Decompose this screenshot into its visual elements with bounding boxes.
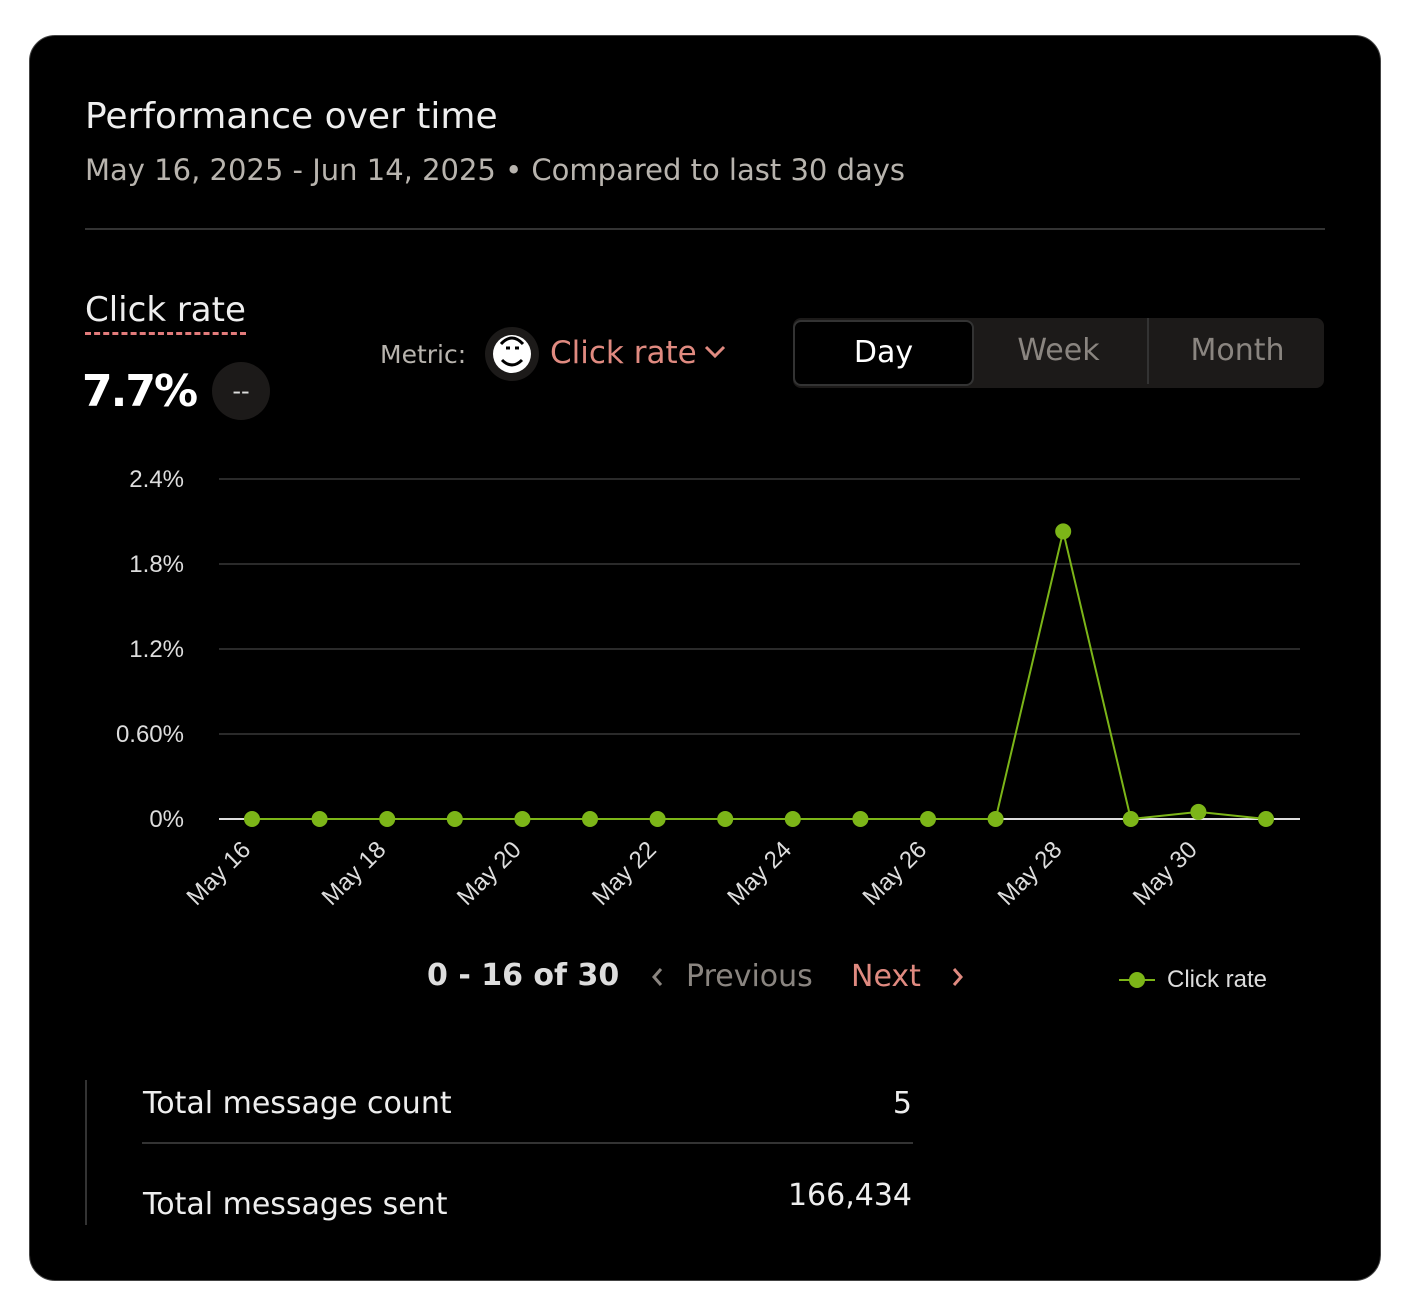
row-value: 5 bbox=[892, 1086, 912, 1121]
x-tick-label: May 30 bbox=[1128, 836, 1203, 911]
next-chevron[interactable] bbox=[949, 965, 965, 989]
dropdown-chevron[interactable] bbox=[703, 344, 727, 360]
divider bbox=[85, 228, 1325, 230]
metric-value: 7.7% bbox=[82, 366, 198, 417]
x-tick-label: May 18 bbox=[317, 836, 392, 911]
toggle-option[interactable]: Day bbox=[793, 320, 974, 386]
data-point bbox=[987, 811, 1004, 827]
next-button[interactable]: Next bbox=[851, 959, 921, 994]
x-tick-label: May 22 bbox=[587, 836, 662, 911]
data-point bbox=[920, 811, 936, 827]
x-tick-label: May 24 bbox=[722, 836, 797, 911]
data-point bbox=[1190, 803, 1207, 820]
data-point bbox=[1122, 811, 1139, 827]
data-point bbox=[717, 811, 734, 827]
legend-marker bbox=[1129, 972, 1145, 988]
x-tick-label: May 26 bbox=[857, 836, 932, 911]
data-point bbox=[784, 811, 801, 827]
x-tick-label: May 28 bbox=[993, 836, 1068, 911]
x-tick-label: May 16 bbox=[181, 836, 256, 911]
row-divider bbox=[142, 1142, 913, 1144]
change-badge: -- bbox=[212, 362, 270, 420]
metric-selector-label: Metric: bbox=[380, 340, 467, 369]
data-point bbox=[649, 811, 666, 827]
title: Performance over time bbox=[85, 96, 498, 137]
toggle-option[interactable]: Week bbox=[1017, 333, 1100, 368]
series-line bbox=[252, 531, 1267, 821]
metric-label[interactable]: Click rate bbox=[85, 290, 246, 335]
table-border bbox=[85, 1080, 87, 1225]
legend-label: Click rate bbox=[1167, 966, 1267, 993]
prev-chevron[interactable] bbox=[650, 965, 666, 989]
period-toggle: Day Week Month bbox=[793, 318, 1324, 388]
data-point bbox=[311, 811, 328, 827]
mailchimp-icon bbox=[485, 327, 539, 381]
card bbox=[29, 35, 1381, 1281]
subtitle: May 16, 2025 - Jun 14, 2025 • Compared t… bbox=[85, 153, 906, 187]
y-tick-label: 0% bbox=[149, 806, 184, 833]
data-point bbox=[1258, 811, 1274, 827]
data-point bbox=[514, 811, 531, 827]
toggle-option[interactable]: Month bbox=[1147, 318, 1326, 384]
page-range: 0 - 16 of 30 bbox=[427, 958, 620, 993]
row-value: 166,434 bbox=[787, 1178, 912, 1213]
y-tick-label: 2.4% bbox=[129, 466, 184, 493]
x-tick-label: May 20 bbox=[452, 836, 527, 911]
data-point bbox=[244, 811, 260, 827]
data-point bbox=[446, 811, 463, 827]
data-point bbox=[852, 811, 869, 827]
previous-button[interactable]: Previous bbox=[686, 959, 813, 994]
data-point bbox=[379, 811, 396, 827]
metric-dropdown[interactable]: Click rate bbox=[550, 335, 697, 371]
y-tick-label: 1.2% bbox=[129, 636, 184, 663]
y-tick-label: 1.8% bbox=[129, 551, 184, 578]
data-point bbox=[582, 811, 598, 827]
y-tick-label: 0.60% bbox=[116, 721, 184, 748]
row-label: Total message count bbox=[143, 1086, 452, 1121]
data-point bbox=[1055, 523, 1072, 540]
row-label: Total messages sent bbox=[143, 1187, 448, 1222]
